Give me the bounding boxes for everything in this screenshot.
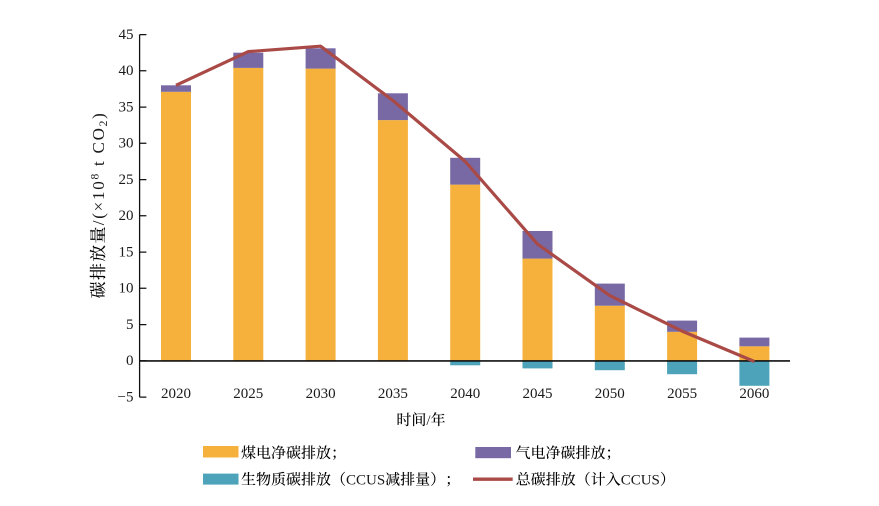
svg-text:30: 30	[119, 136, 134, 152]
svg-text:2050: 2050	[595, 386, 625, 402]
svg-text:2035: 2035	[378, 386, 408, 402]
svg-text:8: 8	[90, 172, 102, 180]
svg-text:2060: 2060	[739, 386, 769, 402]
svg-text:CCUS: CCUS	[621, 473, 660, 489]
svg-text:5: 5	[126, 317, 134, 333]
svg-text:/(×10: /(×10	[89, 179, 108, 225]
svg-text:25: 25	[119, 172, 134, 188]
svg-text:2: 2	[98, 119, 110, 127]
svg-text:2030: 2030	[306, 386, 336, 402]
svg-text:/: /	[426, 413, 431, 429]
svg-text:10: 10	[119, 281, 134, 297]
svg-text:2045: 2045	[523, 386, 553, 402]
svg-text:2055: 2055	[667, 386, 697, 402]
svg-text:2025: 2025	[233, 386, 263, 402]
svg-text:t CO: t CO	[89, 126, 108, 172]
svg-text:45: 45	[119, 27, 134, 43]
svg-text:CCUS: CCUS	[346, 473, 385, 489]
svg-text:15: 15	[119, 244, 134, 260]
svg-text:40: 40	[119, 63, 134, 79]
svg-text:): )	[89, 111, 108, 118]
svg-text:0: 0	[126, 353, 134, 369]
svg-text:2040: 2040	[450, 386, 480, 402]
svg-text:20: 20	[119, 208, 134, 224]
svg-text:35: 35	[119, 99, 134, 115]
svg-text:−5: −5	[118, 389, 134, 405]
svg-text:2020: 2020	[161, 386, 191, 402]
